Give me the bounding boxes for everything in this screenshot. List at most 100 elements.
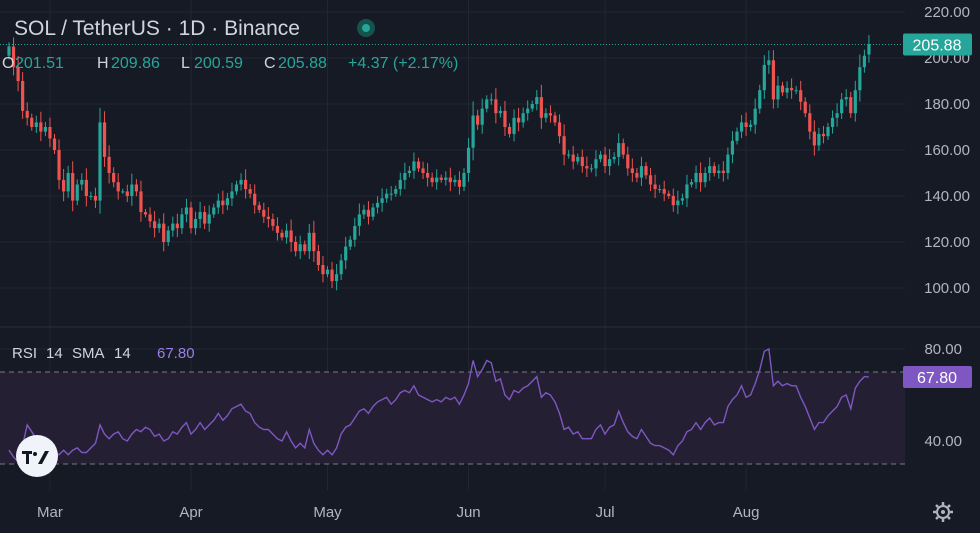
candle [617, 133, 621, 166]
candle [253, 184, 257, 214]
candle-body [685, 184, 689, 199]
time-tick-label: Jul [595, 504, 614, 521]
rsi-tick-label: 40.00 [924, 433, 962, 450]
candle-body [212, 207, 216, 215]
rsi-band [0, 372, 905, 464]
candle-body [785, 87, 789, 93]
candle [626, 146, 630, 176]
candle [244, 169, 248, 199]
candle [662, 180, 666, 202]
time-tick-label: Apr [179, 504, 202, 521]
rsi-value: 67.80 [157, 345, 195, 362]
candle [426, 163, 430, 187]
candle [644, 161, 648, 180]
candle [171, 216, 175, 237]
candle [844, 89, 848, 107]
candle-body [93, 196, 98, 201]
candle [771, 50, 775, 109]
candle-body [862, 55, 866, 68]
candle-body [193, 219, 198, 229]
candle-body [512, 117, 516, 134]
candle-body [507, 127, 512, 134]
symbol-title[interactable]: SOL / TetherUS · 1D · Binance [14, 17, 300, 40]
candle-body [658, 189, 662, 191]
candle [758, 84, 762, 114]
candle [216, 193, 220, 214]
candle-body [667, 193, 671, 196]
candle [375, 196, 380, 214]
candle [576, 153, 580, 165]
candles [0, 35, 903, 291]
candle-body [162, 223, 166, 242]
gear-icon[interactable] [933, 502, 953, 522]
candle [125, 184, 129, 203]
candle-body [426, 173, 430, 178]
candle-body [11, 46, 16, 68]
candle [312, 220, 316, 262]
candle [230, 182, 234, 207]
candle [567, 150, 571, 159]
candle [812, 120, 816, 156]
candle [790, 78, 794, 99]
candle-body [62, 179, 66, 192]
candle-body [353, 225, 357, 240]
candle [794, 85, 798, 95]
candle [471, 101, 475, 161]
candle [398, 172, 402, 196]
candle-body [840, 99, 844, 114]
candle [43, 121, 47, 137]
price-tick-label: 160.00 [924, 142, 970, 159]
candle-body [325, 269, 330, 275]
candle-body [307, 232, 311, 252]
candle [357, 203, 361, 236]
tradingview-logo-icon[interactable] [16, 435, 58, 477]
candle-body [576, 156, 580, 162]
candle [389, 186, 393, 201]
candle [348, 235, 352, 251]
candle [121, 188, 125, 194]
candle-body [166, 230, 170, 242]
candle-body [398, 179, 402, 190]
candle-body [835, 113, 839, 118]
candle-body [52, 138, 57, 150]
candle [803, 97, 807, 118]
candle [303, 240, 307, 255]
price-tick-label: 140.00 [924, 188, 970, 205]
candle-body [694, 173, 698, 183]
candle-body [539, 97, 543, 118]
candle-body [89, 196, 93, 197]
candle-body [812, 131, 816, 146]
candle-body [244, 179, 248, 190]
candle [699, 162, 703, 192]
candle-body [794, 90, 798, 92]
candle [198, 201, 202, 229]
candle-body [744, 122, 748, 127]
change-value: +4.37 (+2.17%) [348, 55, 458, 72]
candle-body [830, 117, 835, 127]
candle [658, 184, 662, 194]
candle-body [730, 140, 735, 155]
candle [503, 100, 507, 137]
candle-body [362, 209, 366, 215]
candle [830, 110, 835, 134]
candle-body [389, 193, 393, 195]
candle-body [776, 85, 780, 100]
candle [339, 253, 343, 280]
candle [767, 50, 771, 74]
candle [62, 168, 66, 202]
candle [175, 213, 179, 238]
candle [739, 115, 744, 139]
candle-body [148, 214, 152, 222]
candle [821, 125, 826, 144]
candle-body [703, 173, 707, 183]
candle-body [567, 154, 571, 156]
candle-body [721, 170, 725, 173]
candle-body [826, 127, 830, 137]
candle-body [521, 113, 525, 123]
candle-body [808, 113, 812, 132]
candle-body [421, 168, 425, 173]
candle-body [430, 177, 434, 183]
candle-body [303, 244, 307, 252]
candle [48, 117, 52, 147]
candle [785, 81, 789, 99]
